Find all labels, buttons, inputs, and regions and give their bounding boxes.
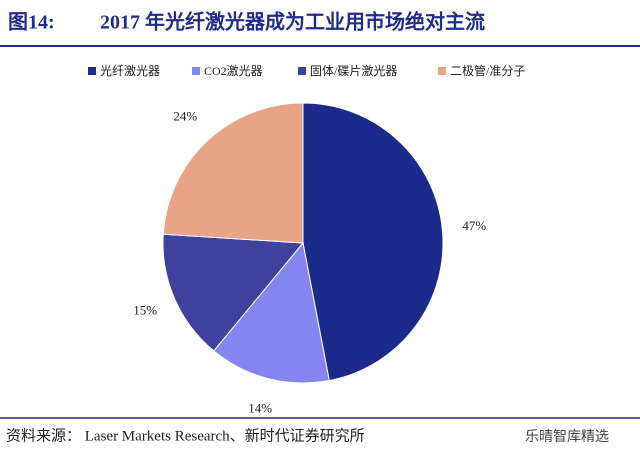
- legend-swatch: [88, 67, 96, 75]
- watermark: 乐晴智库精选: [525, 429, 609, 445]
- legend-label: 光纤激光器: [100, 64, 160, 78]
- legend-label: 固体/碟片激光器: [310, 64, 397, 78]
- data-label: 24%: [173, 109, 197, 124]
- pie-slice: [162, 102, 304, 244]
- legend-swatch: [192, 67, 200, 75]
- legend-swatch: [298, 67, 306, 75]
- data-label: 15%: [133, 302, 157, 317]
- pie-slice: [213, 241, 330, 384]
- pie-slice: [162, 233, 305, 352]
- data-label: 47%: [462, 218, 486, 233]
- source: 资料来源： Laser Markets Research、新时代证券研究所: [6, 427, 365, 444]
- chart-title-label: 图14:: [8, 11, 55, 34]
- legend-swatch: [438, 67, 446, 75]
- pie-slice: [302, 102, 444, 382]
- chart-title: 2017 年光纤激光器成为工业用市场绝对主流: [100, 10, 485, 34]
- legend-label: 二极管/准分子: [450, 63, 525, 78]
- legend-label: CO2激光器: [204, 64, 263, 78]
- data-label: 14%: [248, 401, 272, 416]
